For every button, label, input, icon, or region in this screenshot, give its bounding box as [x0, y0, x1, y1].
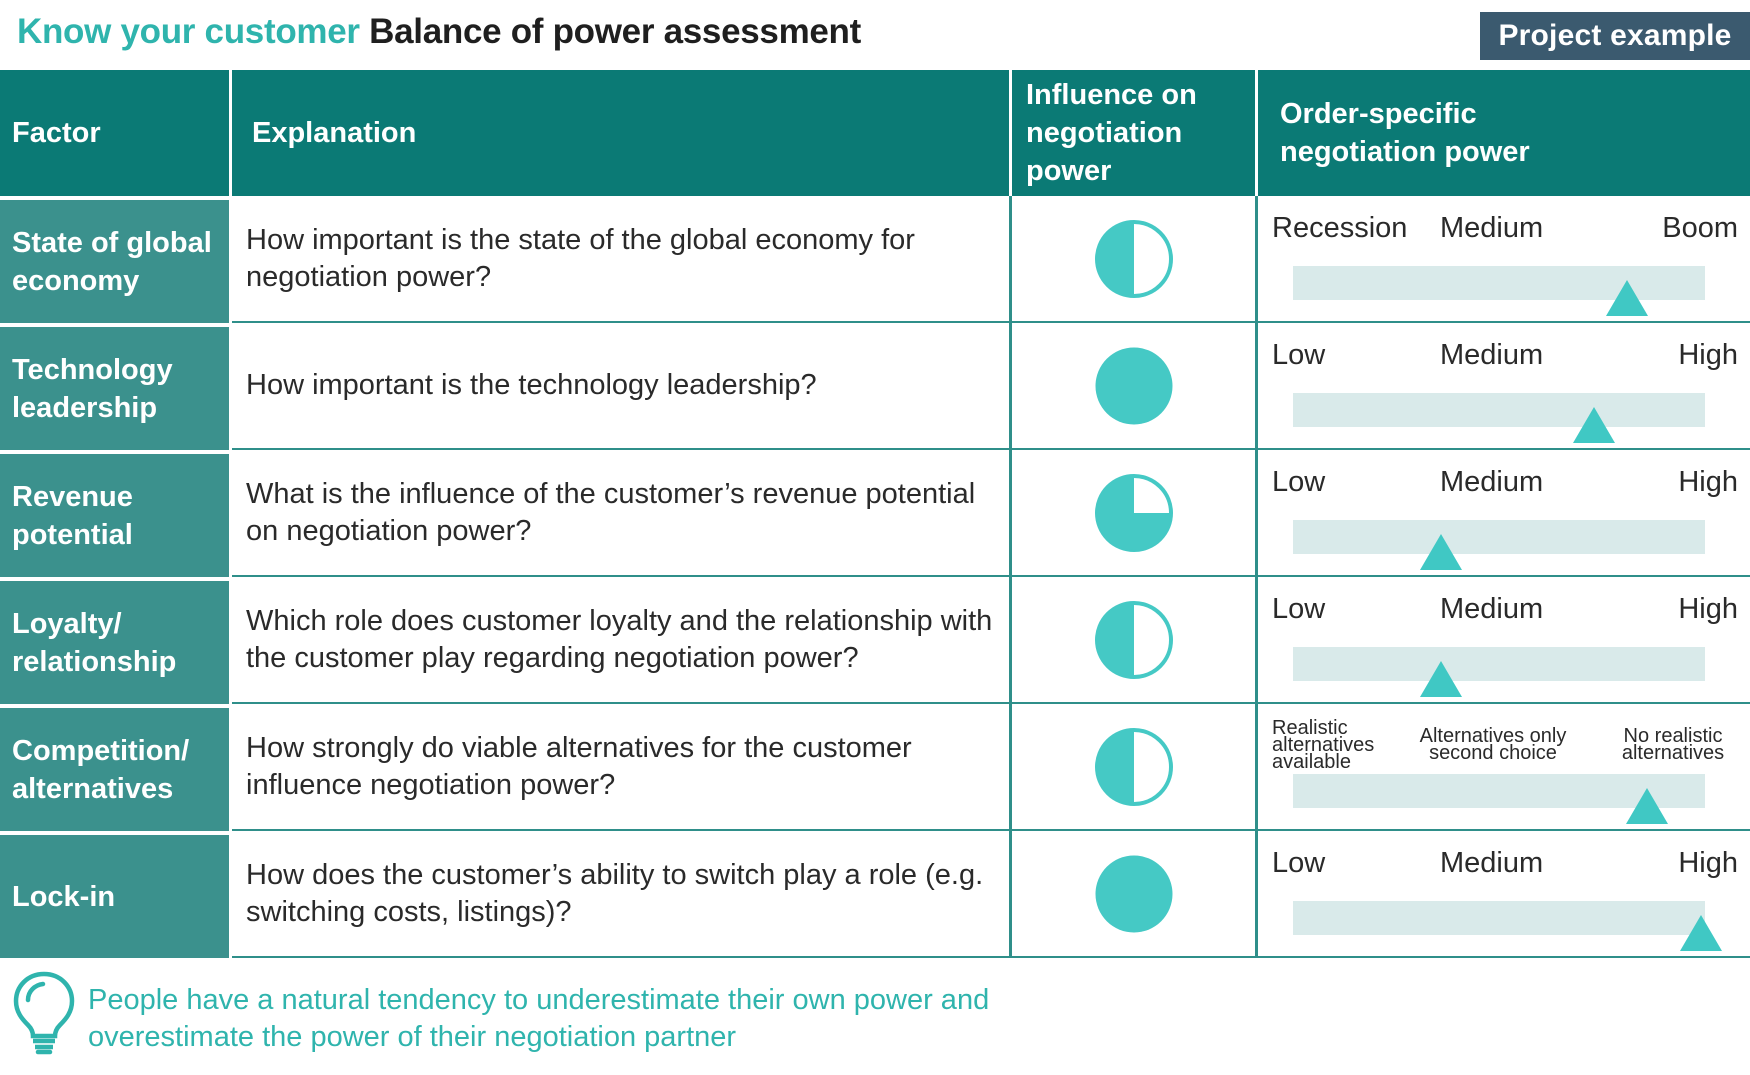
factor-cell: Revenue potential	[0, 450, 232, 577]
scale-label-mid: Medium	[1440, 847, 1544, 879]
harvey-ball-icon	[1094, 727, 1173, 806]
order-specific-scale-cell: Low Medium High	[1258, 831, 1750, 958]
order-specific-scale-cell: Low Medium High	[1258, 450, 1750, 577]
influence-cell	[1012, 196, 1258, 323]
scale-track	[1293, 520, 1705, 554]
assessment-table: Factor Explanation Influence on negotiat…	[0, 70, 1750, 958]
factor-cell: State of global economy	[0, 196, 232, 323]
column-header-order-specific: Order-specific negotiation power	[1258, 70, 1750, 196]
scale-track	[1293, 647, 1705, 681]
factor-cell: Competition/ alternatives	[0, 704, 232, 831]
page-header: Know your customer Balance of power asse…	[0, 0, 1750, 68]
scale-marker-triangle	[1679, 915, 1722, 951]
explanation-cell: How important is the technology leadersh…	[232, 323, 1012, 450]
scale-label-left: Low	[1272, 339, 1326, 371]
factor-cell: Lock-in	[0, 831, 232, 958]
order-specific-scale-cell: Realistic alternatives available Alternat…	[1258, 704, 1750, 831]
page-title: Know your customer Balance of power asse…	[17, 12, 861, 52]
explanation-cell: How strongly do viable alternatives for …	[232, 704, 1012, 831]
scale-label-mid: Medium	[1440, 339, 1544, 371]
column-header-factor: Factor	[0, 70, 232, 196]
influence-cell	[1012, 577, 1258, 704]
tip-text: People have a natural tendency to undere…	[88, 984, 990, 1053]
influence-cell	[1012, 831, 1258, 958]
scale-track	[1293, 393, 1705, 427]
explanation-cell: How does the customer’s ability to switc…	[232, 831, 1012, 958]
harvey-ball-icon	[1095, 855, 1172, 932]
scale-label-right: High	[1678, 847, 1738, 879]
lightbulb-icon	[13, 971, 75, 1055]
scale-marker-triangle	[1605, 280, 1648, 316]
scale-label-right: High	[1678, 466, 1738, 498]
scale-marker-triangle	[1626, 788, 1669, 824]
scale-label-left: Low	[1272, 847, 1326, 879]
harvey-ball-fill	[1096, 729, 1134, 804]
factor-cell: Technology leadership	[0, 323, 232, 450]
order-specific-scale-cell: Low Medium High	[1258, 323, 1750, 450]
explanation-cell: Which role does customer loyalty and the…	[232, 577, 1012, 704]
scale-label-left: Low	[1272, 593, 1326, 625]
scale-label-mid: Medium	[1440, 593, 1544, 625]
scale-label-mid: Medium	[1440, 212, 1544, 244]
harvey-ball-icon	[1094, 600, 1173, 679]
scale-marker-triangle	[1420, 534, 1463, 570]
explanation-cell: What is the influence of the customer’s …	[232, 450, 1012, 577]
harvey-ball-icon	[1095, 347, 1172, 424]
project-example-badge: Project example	[1480, 12, 1750, 60]
scale-label-right: High	[1678, 339, 1738, 371]
title-accent: Know your customer	[17, 12, 360, 51]
order-specific-scale-cell: Low Medium High	[1258, 577, 1750, 704]
harvey-ball-fill	[1096, 602, 1134, 677]
scale-track	[1293, 901, 1705, 935]
harvey-ball-fill	[1095, 855, 1172, 932]
scale-label-mid: Alternatives only second choice	[1419, 725, 1567, 764]
influence-cell	[1012, 323, 1258, 450]
title-main: Balance of power assessment	[369, 12, 861, 51]
column-header-influence: Influence on negotiation power	[1012, 70, 1258, 196]
column-header-explanation: Explanation	[232, 70, 1012, 196]
scale-label-right: No realistic alternatives	[1621, 725, 1725, 764]
harvey-ball-icon	[1094, 473, 1173, 552]
harvey-ball-fill	[1096, 475, 1171, 550]
harvey-ball-icon	[1094, 219, 1173, 298]
order-specific-scale-cell: Recession Medium Boom	[1258, 196, 1750, 323]
influence-cell	[1012, 450, 1258, 577]
harvey-ball-fill	[1096, 221, 1134, 296]
explanation-cell: How important is the state of the global…	[232, 196, 1012, 323]
influence-cell	[1012, 704, 1258, 831]
tip-callout: People have a natural tendency to undere…	[12, 970, 1112, 1070]
harvey-ball-fill	[1095, 347, 1172, 424]
scale-marker-triangle	[1420, 661, 1463, 697]
scale-label-mid: Medium	[1440, 466, 1544, 498]
scale-label-right: Boom	[1662, 212, 1738, 244]
scale-label-left: Low	[1272, 466, 1326, 498]
factor-cell: Loyalty/ relationship	[0, 577, 232, 704]
scale-label-left: Recession	[1272, 212, 1408, 244]
scale-label-left: Realistic alternatives available	[1272, 717, 1375, 773]
scale-label-right: High	[1678, 593, 1738, 625]
scale-marker-triangle	[1572, 407, 1615, 443]
